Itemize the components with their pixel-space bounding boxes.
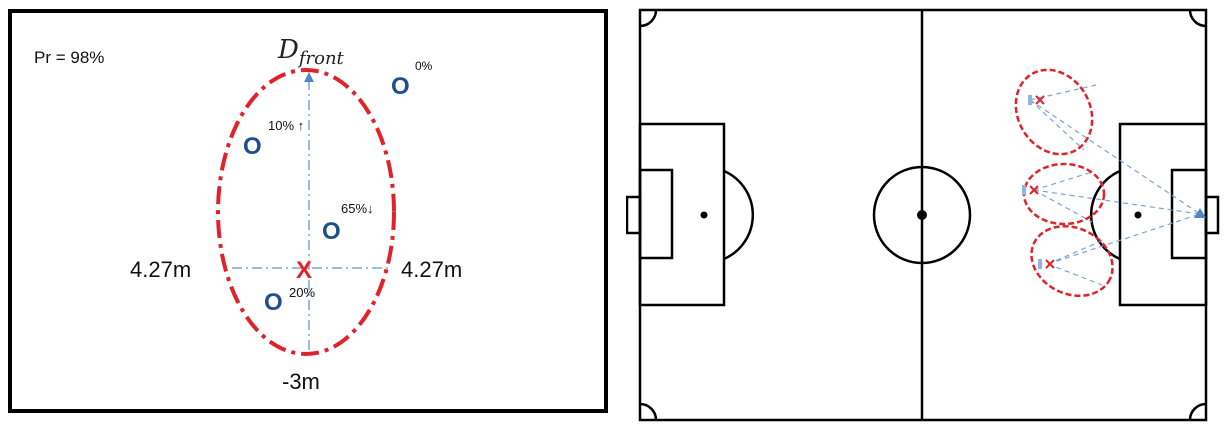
right-goal — [1204, 195, 1220, 235]
centre-spot — [917, 210, 927, 220]
ball-marker-icon — [1029, 185, 1039, 195]
player-marker-icon — [1028, 95, 1032, 105]
opponent-marker: O — [264, 289, 283, 316]
opponent-marker: O — [243, 133, 262, 160]
danger-zone-ellipse — [1030, 224, 1114, 298]
corner-arc — [639, 9, 658, 28]
right-penalty-box — [1118, 122, 1208, 307]
ball-marker: X — [296, 257, 312, 284]
corner-arc — [1188, 402, 1207, 421]
opponent-probability: 0% — [415, 59, 433, 73]
front-label-main: D — [277, 35, 299, 65]
ball-marker-icon — [1045, 259, 1055, 269]
goalkeeper-icon — [1194, 208, 1206, 218]
opponent-probability: 65%↓ — [341, 201, 374, 216]
left-penalty-arc — [723, 169, 755, 261]
left-goal-area — [638, 168, 674, 260]
football-pitch — [626, 8, 1220, 422]
danger-zone-ellipse — [1014, 68, 1094, 156]
opponent-probability: 20% — [289, 285, 315, 300]
corner-arc — [639, 402, 658, 421]
probability-label: Pr = 98% — [34, 48, 104, 67]
player-marker-icon — [1022, 185, 1026, 195]
left-distance-label: 4.27m — [130, 257, 191, 282]
opponent-probability: 10% ↑ — [268, 118, 304, 133]
front-label-sub: front — [297, 48, 345, 69]
player-marker-icon — [1038, 259, 1042, 269]
back-distance-label: -3m — [282, 369, 320, 394]
left-penalty-box — [638, 122, 726, 307]
corner-arc — [1188, 9, 1207, 28]
left-penalty-spot — [700, 211, 708, 219]
centre-circle — [872, 165, 972, 265]
front-distance-label: Dfront — [277, 35, 345, 69]
ball-marker-icon — [1035, 95, 1045, 105]
danger-zone-ellipse — [216, 68, 396, 356]
zone-diagram: Pr = 98% Dfront X 4.27m 4.27m -3m O 0% O… — [8, 9, 608, 413]
opponent-marker: O — [391, 73, 410, 100]
pitch-lines — [626, 8, 1220, 422]
front-arrow-icon — [304, 72, 314, 82]
opponent-marker: O — [322, 218, 341, 245]
left-goal — [626, 195, 642, 235]
pass-rays — [1029, 84, 1201, 286]
right-distance-label: 4.27m — [401, 257, 462, 282]
right-penalty-spot — [1134, 211, 1142, 219]
